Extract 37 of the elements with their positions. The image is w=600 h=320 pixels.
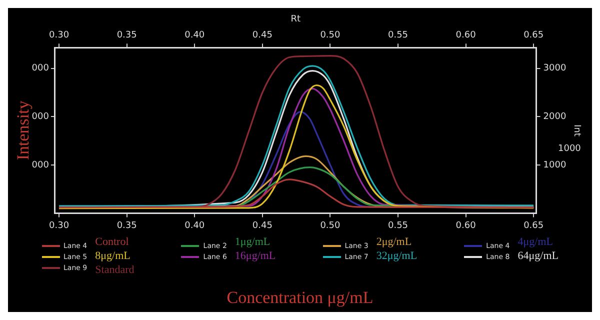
text: 64μg/mL (518, 250, 558, 262)
text: 16μg/mL (234, 250, 276, 262)
text: 32μg/mL (376, 250, 418, 262)
x-tick-label: 0.55 (388, 220, 408, 231)
x-tick-label: 0.35 (116, 220, 137, 231)
x-axis-title: Concentration μg/mL (226, 288, 374, 308)
x2-tick-label: 0.60 (456, 30, 476, 41)
x-tick-label: 0.50 (320, 220, 340, 231)
x2-tick-label: 0.45 (252, 30, 272, 41)
text: Control (95, 236, 130, 248)
y2-tick-label: 3000 (543, 64, 566, 74)
x2-tick-label: 0.40 (184, 30, 205, 41)
x2-axis-title: Rt (290, 14, 301, 25)
x-tick-label: 0.30 (49, 220, 70, 231)
x-tick-label: 0.60 (456, 220, 476, 231)
y2-tick-label: 1000 (543, 160, 566, 170)
y-axis-title: Intensity (14, 100, 33, 160)
x2-tick-label: 0.50 (320, 30, 340, 41)
x2-tick-label: 0.35 (116, 30, 137, 41)
x2-tick-label: 0.65 (524, 30, 544, 41)
text: 4μg/mL (518, 236, 554, 248)
x2-tick-label: 0.55 (388, 30, 408, 41)
line-series (58, 178, 534, 208)
text: 1000 (558, 144, 582, 154)
x-tick-label: 0.45 (252, 220, 272, 231)
text: 8μg/mL (95, 250, 132, 262)
y2-axis-title: Int (571, 124, 582, 137)
text: 000 (32, 112, 50, 122)
text: 1μg/mL (234, 236, 272, 248)
x2-tick-label: 0.30 (49, 30, 70, 41)
text: Standard (95, 264, 134, 276)
text: 000 (32, 64, 50, 74)
text: 000 (32, 160, 50, 170)
x-tick-label: 0.65 (524, 220, 544, 231)
x-tick-label: 0.40 (184, 220, 205, 231)
text: 2μg/mL (376, 236, 413, 248)
y2-tick-label: 2000 (543, 112, 566, 122)
